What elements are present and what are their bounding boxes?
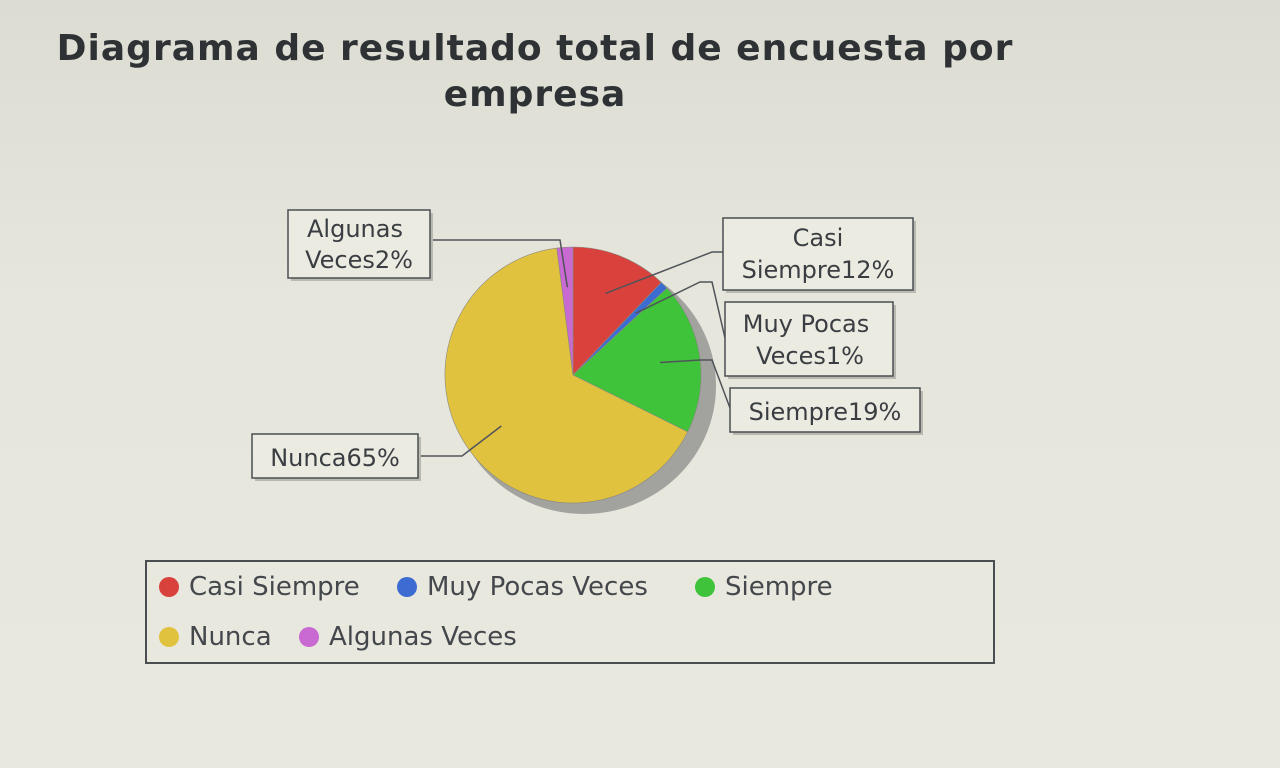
pie-slice-casi-siempre [572,246,662,376]
leader-line-algunas-veces [430,239,569,288]
slice-label-text: Algunas [307,215,403,243]
legend-item-siempre: Siempre [695,572,833,602]
pie-slice-siempre [572,287,702,433]
legend-swatch [159,577,179,597]
leader-line-nunca [418,425,502,457]
leader-line-casi-siempre [605,251,723,294]
slice-label-algunas-veces: Algunas Veces2% [287,209,433,281]
legend-item-muy-pocas-veces: Muy Pocas Veces [397,572,648,602]
slice-label-text: Muy Pocas [743,310,869,338]
legend-swatch [695,577,715,597]
slice-label-siempre: Siempre19% [729,387,923,435]
legend-label: Algunas Veces [329,622,517,652]
legend-swatch [397,577,417,597]
legend: Casi Siempre Muy Pocas Veces Siempre Nunca A… [145,560,995,664]
slice-label-casi-siempre: Casi Siempre12% [722,217,916,293]
leader-line-siempre [660,359,731,409]
legend-item-nunca: Nunca [159,622,272,652]
slice-label-text: Veces1% [756,342,864,370]
slice-label-text: Siempre19% [749,398,902,426]
legend-swatch [299,627,319,647]
slice-label-text: Siempre12% [742,256,895,284]
legend-item-algunas-veces: Algunas Veces [299,622,517,652]
slice-label-text: Casi [793,224,844,252]
legend-item-casi-siempre: Casi Siempre [159,572,360,602]
legend-label: Siempre [725,572,833,602]
pie-slice-nunca [444,247,689,504]
legend-label: Nunca [189,622,272,652]
legend-label: Muy Pocas Veces [427,572,648,602]
slice-label-nunca: Nunca65% [251,433,421,481]
slice-label-text: Nunca65% [270,444,400,472]
legend-swatch [159,627,179,647]
slice-label-text: Veces2% [305,246,413,274]
chart-title: Diagrama de resultado total de encuesta … [56,28,1014,115]
legend-label: Casi Siempre [189,572,360,602]
leader-line-muy-pocas-veces [635,281,726,339]
slice-label-muy-pocas-veces: Muy Pocas Veces1% [724,301,896,379]
pie-slice-algunas-veces [556,246,574,376]
